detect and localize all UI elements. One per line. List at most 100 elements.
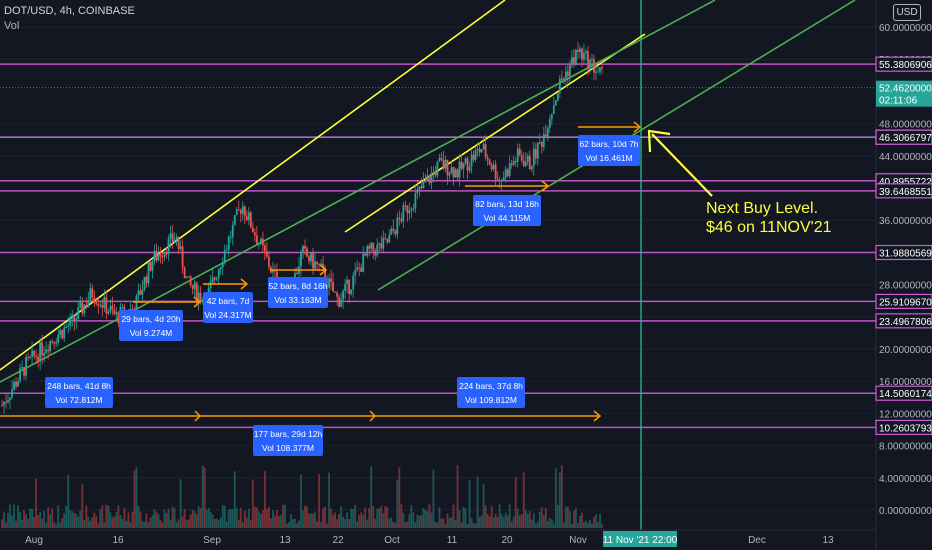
volume-bar — [223, 505, 226, 528]
candle-body — [560, 78, 563, 80]
candle-body — [530, 166, 533, 170]
candle-body — [249, 212, 252, 228]
candle-body — [404, 205, 407, 207]
candle-body — [29, 356, 31, 358]
volume-bar — [93, 512, 96, 528]
volume-bar — [247, 508, 250, 528]
candle-body — [440, 157, 443, 160]
price-level-label: 23.49678061 — [879, 317, 932, 328]
candle-body — [45, 349, 48, 353]
volume-bar — [147, 522, 150, 528]
candle-body — [267, 256, 270, 267]
candle-body — [113, 309, 116, 315]
volume-bar — [306, 506, 308, 528]
price-level-label: 46.30667971 — [879, 133, 932, 144]
volume-bar — [113, 516, 116, 528]
volume-bar — [125, 520, 128, 528]
volume-bar — [195, 513, 198, 528]
candle-body — [183, 267, 186, 279]
candle-body — [308, 256, 310, 262]
volume-bar — [534, 523, 537, 528]
volume-bar — [165, 513, 168, 528]
volume-bar — [237, 519, 240, 528]
volume-bar — [163, 509, 166, 528]
volume-bar — [191, 509, 194, 528]
candle-body — [442, 159, 445, 169]
candle-body — [11, 389, 13, 398]
candle-body — [556, 93, 559, 101]
candle-body — [241, 206, 244, 214]
candle-body — [478, 148, 481, 153]
volume-bar — [117, 505, 120, 528]
candle-body — [410, 208, 413, 211]
volume-bar — [436, 522, 439, 528]
candle-body — [344, 283, 347, 291]
candle-body — [452, 167, 455, 178]
candle-body — [532, 148, 535, 167]
volume-bar — [452, 504, 455, 528]
volume-bar — [91, 517, 94, 528]
volume-bar — [376, 508, 379, 528]
candle-body — [599, 67, 601, 72]
volume-bar — [414, 521, 417, 528]
candle-body — [587, 51, 589, 70]
volume-bar — [99, 509, 102, 528]
crosshair-time-label: 11 Nov '21 22:00 — [603, 535, 678, 546]
next-buy-note: Next Buy Level. $46 on 11NOV'21 — [706, 199, 832, 237]
candle-body — [500, 180, 503, 182]
range-arrow-head — [240, 278, 249, 290]
candle-body — [356, 267, 359, 270]
volume-bar — [51, 508, 54, 528]
volume-bar — [450, 517, 453, 528]
x-tick-label: 22 — [332, 535, 344, 546]
candle-body — [227, 236, 230, 250]
volume-bar — [352, 509, 355, 528]
candle-body — [161, 256, 164, 258]
candle-body — [131, 308, 134, 310]
volume-bar — [462, 506, 465, 528]
volume-bar — [300, 474, 302, 528]
candle-body — [197, 292, 200, 301]
next-buy-note-line2: $46 on 11NOV'21 — [706, 219, 832, 236]
candle-body — [510, 163, 513, 165]
currency-button[interactable]: USD — [893, 4, 921, 21]
volume-bar — [274, 515, 276, 528]
volume-bar — [215, 518, 218, 528]
candle-body — [61, 329, 64, 339]
volume-bar — [33, 516, 36, 528]
volume-bar — [13, 504, 15, 528]
volume-bar — [583, 522, 585, 528]
volume-bar — [568, 510, 571, 528]
volume-bar — [334, 512, 337, 528]
candle-body — [135, 295, 138, 315]
volume-bar — [63, 513, 66, 528]
candle-body — [468, 166, 471, 171]
candle-body — [406, 205, 409, 214]
volume-bar — [35, 478, 38, 528]
candle-body — [364, 253, 367, 256]
range-label-bars: 248 bars, 41d 8h — [47, 381, 111, 391]
volume-bar — [426, 511, 429, 528]
candle-body — [43, 352, 46, 356]
candle-body — [257, 243, 260, 245]
candle-body — [544, 134, 547, 137]
volume-bar — [482, 483, 485, 528]
candle-body — [199, 292, 202, 302]
volume-bar — [89, 520, 92, 528]
candle-body — [69, 317, 72, 326]
volume-bar — [129, 522, 132, 528]
volume-bar — [95, 516, 98, 528]
candle-body — [149, 262, 152, 271]
candle-body — [117, 312, 120, 324]
range-label-bars: 224 bars, 37d 8h — [459, 381, 523, 391]
volume-bar — [390, 517, 393, 528]
volume-bar — [155, 511, 158, 528]
candle-body — [263, 245, 266, 252]
candle-body — [171, 233, 174, 242]
volume-indicator-label: Vol — [4, 20, 20, 32]
y-tick-label: 16.00000000 — [879, 377, 932, 388]
candle-body — [235, 209, 238, 216]
volume-bar — [486, 513, 489, 528]
candle-body — [233, 215, 236, 225]
